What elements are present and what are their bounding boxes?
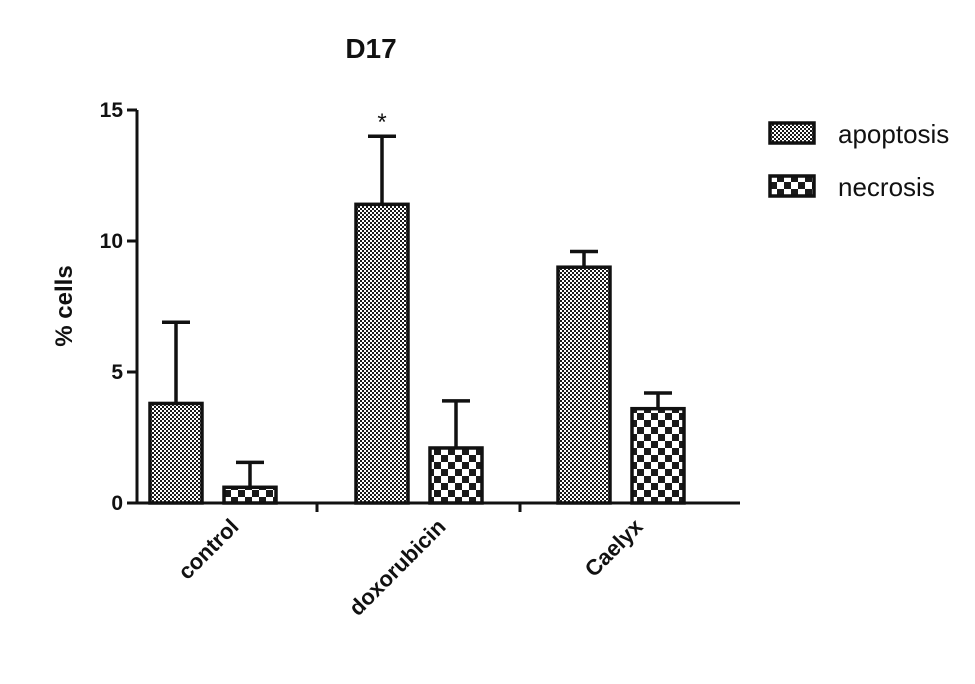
y-tick-label: 15 xyxy=(100,99,124,122)
bar-necrosis-control xyxy=(222,485,278,505)
bar-necrosis-Caelyx xyxy=(630,406,686,505)
legend-swatch-apoptosis xyxy=(768,121,816,145)
category-label-doxorubicin: doxorubicin xyxy=(344,514,451,621)
y-tick-label: 0 xyxy=(111,492,123,515)
bars-group xyxy=(148,134,686,505)
y-tick-label: 5 xyxy=(111,361,123,384)
legend-label-necrosis: necrosis xyxy=(838,172,935,202)
significance-marker: * xyxy=(377,109,386,136)
category-label-Caelyx: Caelyx xyxy=(580,513,648,581)
bar-necrosis-doxorubicin xyxy=(428,446,484,505)
bar-apoptosis-Caelyx xyxy=(556,265,612,505)
legend-swatch-necrosis xyxy=(768,174,816,198)
bar-apoptosis-doxorubicin xyxy=(354,202,410,505)
y-axis-label: % cells xyxy=(51,265,78,346)
y-tick-label: 10 xyxy=(100,230,123,253)
chart-title: D17 xyxy=(345,33,396,64)
legend-label-apoptosis: apoptosis xyxy=(838,119,949,149)
legend: apoptosis necrosis xyxy=(768,119,949,202)
category-label-control: control xyxy=(173,514,243,584)
bar-apoptosis-control xyxy=(148,401,204,505)
